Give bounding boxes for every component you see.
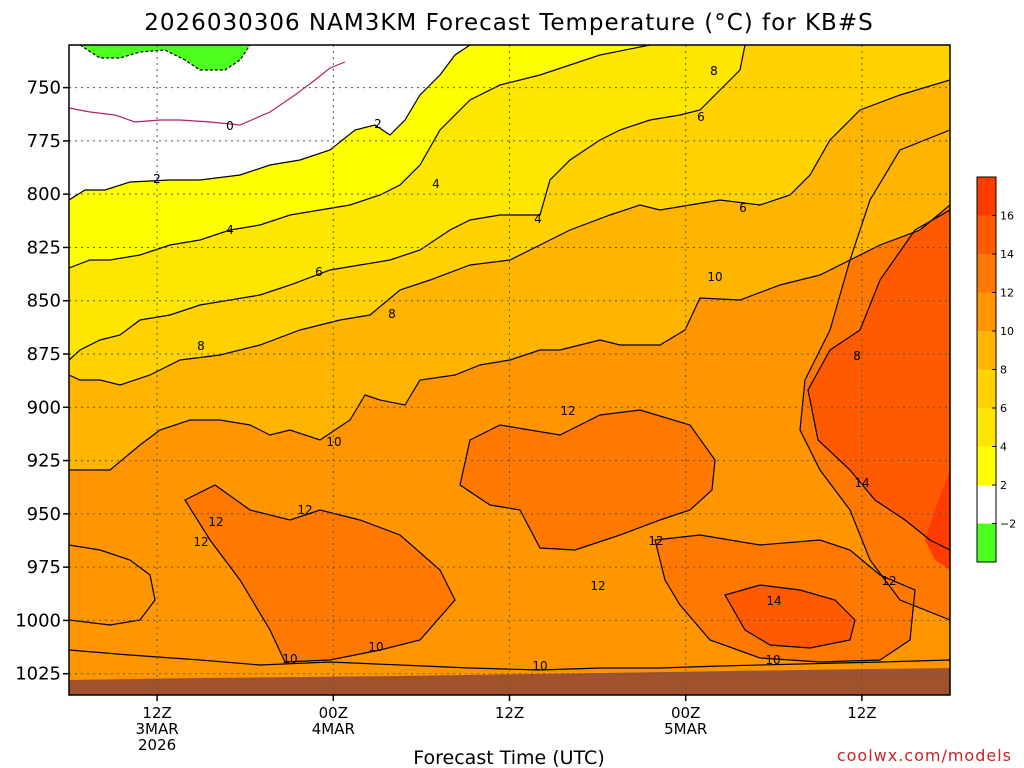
y-tick-label: 775	[27, 131, 61, 152]
contour-14-right	[807, 209, 950, 551]
contour-label: 10	[765, 653, 780, 667]
x-tick-label: 2026	[138, 736, 176, 754]
colorbar-swatch	[977, 523, 996, 562]
colorbar-swatch	[977, 177, 996, 216]
contour-label: 4	[534, 212, 542, 226]
contour-label: 2	[153, 172, 161, 186]
colorbar-label: 8	[1000, 364, 1007, 377]
contour-10	[69, 204, 950, 471]
contour-label: 12	[193, 535, 208, 549]
contour-12-left	[184, 484, 456, 663]
band-12-14-mid	[460, 410, 715, 550]
contour-label: 14	[854, 476, 869, 490]
colorbar-label: 6	[1000, 402, 1007, 415]
colorbar-swatch	[977, 331, 996, 370]
contour-label: 12	[208, 515, 223, 529]
colorbar-label: 14	[1000, 248, 1014, 261]
colorbar-swatch	[977, 215, 996, 254]
colorbar-swatch	[977, 485, 996, 524]
colorbar: −2 2 4 6 8 10 12 14 16	[976, 176, 1016, 563]
x-axis-title: Forecast Time (UTC)	[413, 747, 604, 768]
contour-2	[69, 45, 471, 201]
contour-10-surface	[69, 649, 950, 671]
y-tick-label: 1025	[15, 664, 61, 685]
colorbar-swatch	[977, 369, 996, 408]
contour-4	[69, 45, 651, 269]
y-tick-label: 900	[27, 397, 61, 418]
x-tick-label: 12Z	[142, 704, 171, 722]
contour-label: 6	[739, 201, 747, 215]
band-neg2-2	[69, 45, 470, 200]
x-tick-label: 00Z	[319, 704, 348, 722]
colorbar-label: 4	[1000, 441, 1007, 454]
y-tick-label: 975	[27, 557, 61, 578]
x-tick-label: 4MAR	[312, 720, 355, 738]
contour-label: 10	[368, 640, 383, 654]
contour-label: 8	[853, 349, 861, 363]
contour-label: 0	[226, 119, 234, 133]
contour-0	[69, 61, 346, 126]
contour-8-left	[69, 544, 156, 626]
contour-label: 10	[532, 659, 547, 673]
contour-6	[69, 45, 746, 361]
band-neg4-neg2	[80, 45, 250, 70]
x-tick-label: 5MAR	[664, 720, 707, 738]
y-tick-label: 925	[27, 451, 61, 472]
contour-label: 8	[388, 307, 396, 321]
contour-label: 8	[710, 64, 718, 78]
x-tick-label: 12Z	[847, 704, 876, 722]
contour-label: 6	[315, 265, 323, 279]
y-tick-label: 1000	[15, 610, 61, 631]
colorbar-swatch	[977, 446, 996, 485]
contour-neg2	[79, 45, 251, 71]
contour-label: 10	[326, 435, 341, 449]
x-tick-label: 3MAR	[136, 720, 179, 738]
contour-14-lower	[724, 584, 856, 649]
x-tick-label: 12Z	[495, 704, 524, 722]
contour-label: 4	[226, 223, 234, 237]
y-tick-label: 750	[27, 78, 61, 99]
chart-title: 2026030306 NAM3KM Forecast Temperature (…	[144, 10, 873, 36]
contour-label: 6	[697, 110, 705, 124]
colorbar-label: 2	[1000, 479, 1007, 492]
y-tick-label: 875	[27, 344, 61, 365]
contour-label: 10	[282, 652, 297, 666]
y-tick-label: 825	[27, 237, 61, 258]
band-14-16-right	[808, 210, 950, 550]
band-12-14-left	[185, 485, 455, 662]
band-14-16-lower	[725, 585, 855, 648]
contour-label: 4	[432, 177, 440, 191]
contour-label: 10	[707, 270, 722, 284]
contour-lines	[69, 45, 950, 671]
colorbar-label: 16	[1000, 210, 1014, 223]
contour-8	[69, 79, 950, 386]
colorbar-label: 10	[1000, 325, 1014, 338]
y-tick-label: 800	[27, 184, 61, 205]
colorbar-swatch	[977, 292, 996, 331]
y-tick-label: 850	[27, 291, 61, 312]
contour-label: 2	[374, 117, 382, 131]
y-tick-label: 950	[27, 504, 61, 525]
contour-label: 12	[648, 534, 663, 548]
colorbar-swatch	[977, 408, 996, 447]
colorbar-label: −2	[1000, 518, 1016, 531]
y-axis: 750 775 800 825 850 875 900 925 950 975 1000 1025	[15, 78, 69, 685]
grid-lines	[69, 45, 950, 695]
contour-label: 12	[881, 574, 896, 588]
contour-label: 12	[297, 503, 312, 517]
contour-label: 14	[766, 594, 781, 608]
band-16-18	[925, 470, 950, 570]
colorbar-label: 12	[1000, 287, 1014, 300]
colorbar-swatch	[977, 254, 996, 293]
contour-label: 8	[197, 339, 205, 353]
contour-12-lower	[654, 534, 916, 663]
x-tick-label: 00Z	[671, 704, 700, 722]
contour-label: 12	[560, 404, 575, 418]
contour-label: 12	[590, 579, 605, 593]
credit-text[interactable]: coolwx.com/models	[837, 746, 1012, 765]
